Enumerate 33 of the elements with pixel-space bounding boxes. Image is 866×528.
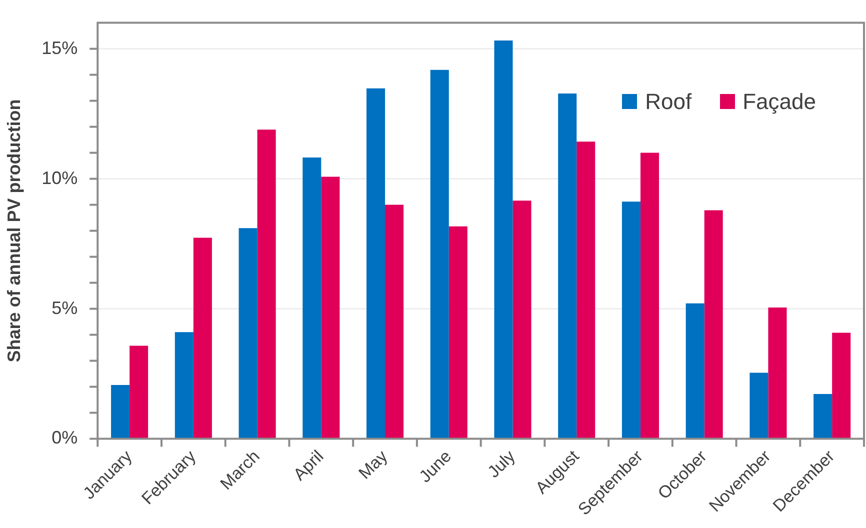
- y-tick-label: 10%: [42, 168, 78, 188]
- bar: [686, 303, 704, 439]
- y-tick-label: 5%: [52, 298, 78, 318]
- bar: [558, 94, 577, 439]
- bar: [430, 70, 449, 439]
- bar: [257, 130, 276, 439]
- bar: [576, 142, 596, 439]
- bar: [750, 372, 768, 439]
- x-tick-label: July: [484, 446, 520, 482]
- y-axis-title: Share of annual PV production: [4, 99, 24, 362]
- bar: [321, 176, 340, 439]
- bar: [494, 40, 513, 439]
- bar: [448, 226, 468, 439]
- bar: [512, 200, 532, 439]
- legend-label: Façade: [742, 88, 816, 115]
- bar: [193, 238, 212, 439]
- x-tick-label: May: [355, 446, 392, 483]
- bar: [814, 394, 832, 439]
- bar: [385, 204, 404, 439]
- bar: [366, 88, 386, 439]
- bar: [768, 307, 787, 439]
- legend-label: Roof: [645, 88, 692, 115]
- bar: [704, 210, 723, 439]
- bar: [640, 152, 659, 439]
- y-tick-label: 0%: [52, 428, 78, 448]
- bar: [622, 202, 640, 439]
- bar: [174, 332, 194, 439]
- bar: [130, 346, 148, 439]
- bar: [832, 332, 851, 439]
- bar: [302, 157, 322, 439]
- bar: [111, 384, 130, 439]
- y-tick-label: 15%: [42, 38, 78, 58]
- bar: [238, 228, 258, 439]
